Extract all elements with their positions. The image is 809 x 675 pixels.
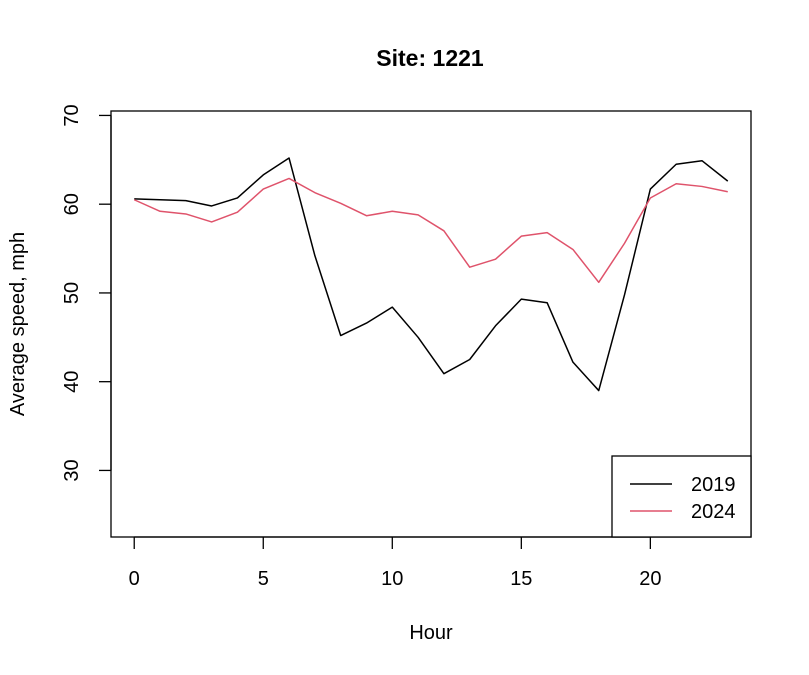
x-tick-label: 0 (129, 568, 140, 590)
y-tick-label: 30 (61, 459, 83, 481)
x-tick-label: 15 (510, 568, 532, 590)
series-line-2019 (134, 157, 729, 392)
chart-title: Site: 1221 (376, 45, 484, 71)
x-axis-label: Hour (409, 622, 453, 644)
y-tick-label: 50 (61, 282, 83, 304)
series-layer (133, 157, 729, 392)
y-axis-label: Average speed, mph (7, 232, 29, 416)
x-axis: 0 5 10 15 20 (129, 536, 661, 590)
legend-label-2019: 2019 (691, 474, 736, 496)
x-tick-label: 5 (258, 568, 269, 590)
series-line-2024 (133, 177, 728, 284)
y-tick-label: 70 (61, 104, 83, 126)
legend: 2019 2024 (611, 455, 752, 538)
y-tick-label: 60 (61, 193, 83, 215)
y-axis: 30 40 50 60 70 (61, 104, 112, 482)
y-tick-label: 40 (61, 371, 83, 393)
x-tick-label: 10 (381, 568, 403, 590)
x-tick-label: 20 (639, 568, 661, 590)
legend-box (611, 455, 752, 538)
legend-label-2024: 2024 (691, 501, 736, 523)
